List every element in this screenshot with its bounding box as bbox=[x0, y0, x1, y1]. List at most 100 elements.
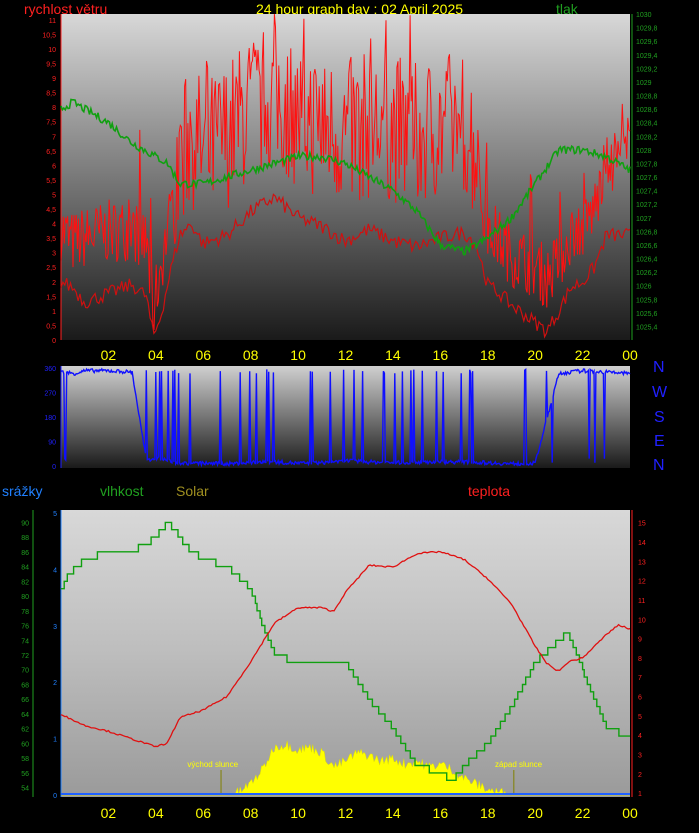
wind-tick-label: 2,5 bbox=[46, 265, 56, 272]
wind-tick-label: 7 bbox=[52, 134, 56, 141]
wind-tick-label: 10 bbox=[48, 47, 56, 54]
pressure-tick-label: 1029,6 bbox=[636, 39, 658, 46]
wind-tick-label: 4,5 bbox=[46, 207, 56, 214]
pressure-tick-label: 1027,6 bbox=[636, 175, 658, 182]
x-tick-label: 22 bbox=[575, 805, 591, 821]
temperature-tick-label: 15 bbox=[638, 521, 646, 528]
humidity-tick-label: 70 bbox=[21, 668, 29, 675]
pressure-tick-label: 1030 bbox=[636, 12, 652, 19]
x-tick-label: 16 bbox=[433, 805, 449, 821]
wind-speed-series bbox=[60, 193, 631, 339]
direction-s: S bbox=[654, 409, 665, 426]
x-tick-label: 04 bbox=[148, 347, 164, 363]
temperature-tick-label: 8 bbox=[638, 656, 642, 663]
humidity-tick-label: 56 bbox=[21, 771, 29, 778]
pressure-tick-label: 1028,4 bbox=[636, 121, 658, 128]
wind-tick-label: 2 bbox=[52, 280, 56, 287]
wind-tick-label: 8,5 bbox=[46, 91, 56, 98]
x-tick-label: 20 bbox=[527, 805, 543, 821]
pressure-tick-label: 1027,8 bbox=[636, 161, 658, 168]
solar-tick-label: 5 bbox=[53, 511, 57, 518]
temperature-tick-label: 9 bbox=[638, 637, 642, 644]
pressure-tick-label: 1025,6 bbox=[636, 311, 658, 318]
pressure-tick-label: 1025,4 bbox=[636, 324, 658, 331]
temperature-tick-label: 10 bbox=[638, 617, 646, 624]
humidity-tick-label: 76 bbox=[21, 624, 29, 631]
pressure-tick-label: 1028 bbox=[636, 148, 652, 155]
humidity-tick-label: 84 bbox=[21, 565, 29, 572]
x-tick-label: 22 bbox=[575, 347, 591, 363]
wind-tick-label: 5,5 bbox=[46, 178, 56, 185]
pressure-tick-label: 1028,6 bbox=[636, 107, 658, 114]
x-tick-label: 10 bbox=[290, 347, 306, 363]
rain-label: srážky bbox=[2, 483, 43, 499]
x-tick-label: 18 bbox=[480, 347, 496, 363]
x-tick-label: 00 bbox=[622, 347, 638, 363]
solar-tick-label: 2 bbox=[53, 680, 57, 687]
solar-tick-label: 4 bbox=[53, 567, 57, 574]
x-tick-label: 04 bbox=[148, 805, 164, 821]
direction-n-bottom: N bbox=[653, 457, 665, 474]
pressure-tick-label: 1029 bbox=[636, 80, 652, 87]
x-tick-label: 16 bbox=[433, 347, 449, 363]
sunset-label: západ slunce bbox=[495, 760, 543, 769]
direction-tick-label: 360 bbox=[44, 366, 56, 373]
humidity-tick-label: 78 bbox=[21, 609, 29, 616]
wind-tick-label: 3 bbox=[52, 251, 56, 258]
pressure-tick-label: 1026,6 bbox=[636, 243, 658, 250]
temperature-tick-label: 4 bbox=[638, 733, 642, 740]
x-tick-label: 08 bbox=[243, 347, 259, 363]
sunrise-label: východ slunce bbox=[187, 760, 238, 769]
wind-tick-label: 6,5 bbox=[46, 149, 56, 156]
x-tick-label: 10 bbox=[290, 805, 306, 821]
direction-e: E bbox=[654, 433, 665, 450]
chart-title: 24 hour graph day : 02 April 2025 bbox=[256, 1, 464, 17]
pressure-tick-label: 1029,2 bbox=[636, 66, 658, 73]
wind-tick-label: 7,5 bbox=[46, 120, 56, 127]
x-tick-label: 14 bbox=[385, 347, 401, 363]
pressure-tick-label: 1029,4 bbox=[636, 53, 658, 60]
pressure-tick-label: 1025,8 bbox=[636, 297, 658, 304]
wind-tick-label: 9,5 bbox=[46, 61, 56, 68]
wind-tick-label: 1 bbox=[52, 309, 56, 316]
humidity-tick-label: 80 bbox=[21, 594, 29, 601]
pressure-tick-label: 1028,2 bbox=[636, 134, 658, 141]
solar-tick-label: 3 bbox=[53, 624, 57, 631]
humidity-tick-label: 54 bbox=[21, 786, 29, 793]
wind-tick-label: 3,5 bbox=[46, 236, 56, 243]
x-tick-label: 12 bbox=[338, 347, 354, 363]
wind-tick-label: 6 bbox=[52, 163, 56, 170]
direction-tick-label: 270 bbox=[44, 391, 56, 398]
humidity-label: vlhkost bbox=[100, 483, 144, 499]
wind-tick-label: 10,5 bbox=[42, 32, 56, 39]
wind-tick-label: 8 bbox=[52, 105, 56, 112]
pressure-series bbox=[60, 98, 631, 256]
humidity-tick-label: 60 bbox=[21, 741, 29, 748]
x-tick-label: 00 bbox=[622, 805, 638, 821]
temperature-tick-label: 6 bbox=[638, 695, 642, 702]
wind-tick-label: 0,5 bbox=[46, 323, 56, 330]
humidity-tick-label: 66 bbox=[21, 697, 29, 704]
wind-tick-label: 11 bbox=[49, 18, 56, 25]
humidity-tick-label: 72 bbox=[21, 653, 29, 660]
temperature-tick-label: 14 bbox=[638, 540, 646, 547]
wind-tick-label: 9 bbox=[52, 76, 56, 83]
x-tick-label: 18 bbox=[480, 805, 496, 821]
humidity-tick-label: 86 bbox=[21, 550, 29, 557]
x-tick-label: 20 bbox=[527, 347, 543, 363]
wind-direction-series bbox=[60, 367, 631, 468]
pressure-tick-label: 1026,4 bbox=[636, 257, 658, 264]
x-tick-label: 14 bbox=[385, 805, 401, 821]
pressure-tick-label: 1029,8 bbox=[636, 26, 658, 33]
humidity-tick-label: 88 bbox=[21, 535, 29, 542]
solar-tick-label: 0 bbox=[53, 793, 57, 800]
top-plot-area bbox=[61, 14, 630, 340]
humidity-tick-label: 68 bbox=[21, 682, 29, 689]
wind-gust-series bbox=[60, 13, 631, 331]
humidity-tick-label: 64 bbox=[21, 712, 29, 719]
pressure-tick-label: 1027 bbox=[636, 216, 652, 223]
pressure-tick-label: 1026,8 bbox=[636, 229, 658, 236]
humidity-tick-label: 82 bbox=[21, 579, 29, 586]
x-tick-label: 02 bbox=[101, 347, 117, 363]
pressure-tick-label: 1027,4 bbox=[636, 189, 658, 196]
